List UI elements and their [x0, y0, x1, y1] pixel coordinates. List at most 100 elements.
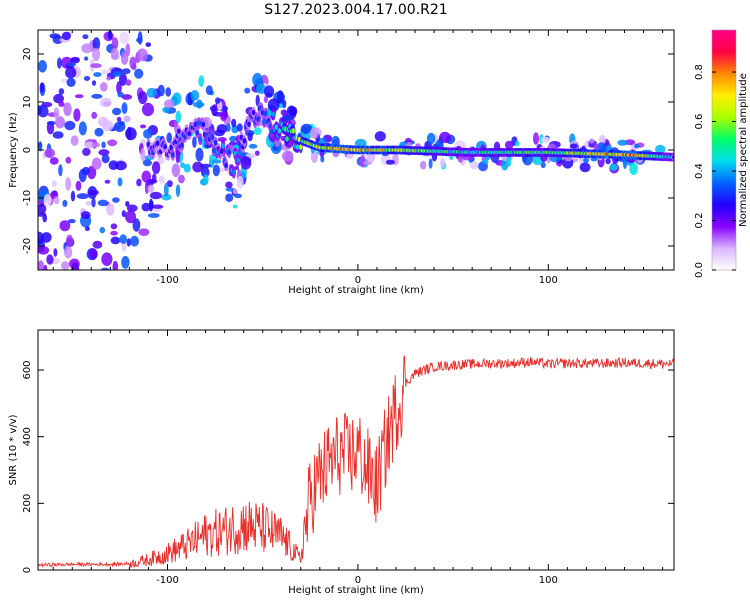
heatmap-cell	[58, 88, 65, 95]
heatmap-cell	[584, 140, 589, 149]
heatmap-cell	[212, 164, 220, 177]
heatmap-cell	[110, 223, 118, 230]
heatmap-cell	[38, 141, 43, 152]
y-tick-label: -20	[22, 238, 33, 254]
y-tick-label: 10	[22, 96, 33, 109]
spectrogram-y-axis-label: Frequency (Hz)	[8, 112, 19, 188]
snr-x-axis-label: Height of straight line (km)	[288, 585, 424, 596]
heatmap-cell	[225, 181, 233, 189]
heatmap-cell	[142, 159, 152, 167]
heatmap-cell	[195, 147, 204, 162]
heatmap-cell	[201, 121, 206, 128]
heatmap-cell	[504, 140, 514, 150]
heatmap-cell	[52, 131, 64, 139]
heatmap-cell	[203, 174, 209, 185]
heatmap-cell	[276, 90, 284, 104]
heatmap-cell	[38, 105, 49, 118]
heatmap-cell	[236, 175, 244, 189]
heatmap-cell	[112, 71, 122, 77]
heatmap-cell	[253, 127, 262, 136]
heatmap-cell	[177, 128, 181, 134]
heatmap-cell	[240, 156, 252, 170]
heatmap-cell	[112, 260, 119, 270]
heatmap-cell	[155, 140, 160, 146]
heatmap-cell	[121, 94, 133, 100]
heatmap-cell	[44, 148, 56, 159]
heatmap-cell	[540, 136, 551, 144]
heatmap-cell	[41, 232, 52, 243]
heatmap-cell	[514, 140, 520, 147]
heatmap-cell	[248, 143, 258, 149]
heatmap-cell	[147, 213, 160, 218]
colorbar-gradient	[711, 29, 737, 271]
heatmap-cell	[247, 121, 251, 127]
heatmap-cell	[144, 181, 149, 194]
heatmap-cell	[117, 177, 123, 187]
heatmap-cell	[629, 162, 638, 176]
heatmap-cell	[39, 82, 45, 93]
heatmap-cell	[89, 248, 97, 259]
heatmap-cell	[61, 31, 71, 41]
snr-line	[38, 355, 674, 568]
heatmap-cell	[180, 142, 184, 148]
heatmap-cell	[117, 92, 124, 98]
heatmap-cell	[91, 93, 103, 99]
heatmap-cell	[158, 175, 165, 184]
heatmap-cell	[201, 166, 210, 178]
heatmap-cell	[99, 226, 106, 234]
heatmap-cell	[74, 94, 84, 99]
heatmap-cell	[229, 135, 238, 142]
heatmap-cell	[300, 123, 313, 134]
heatmap-cell	[66, 234, 73, 247]
heatmap-cell	[119, 234, 127, 245]
heatmap-cell	[589, 138, 595, 144]
heatmap-cell	[99, 97, 112, 108]
heatmap-cell	[59, 220, 71, 232]
heatmap-cell	[129, 56, 137, 70]
heatmap-cell	[533, 132, 539, 145]
heatmap-cell	[101, 252, 113, 266]
heatmap-cell	[46, 121, 56, 125]
heatmap-cell	[84, 226, 90, 231]
heatmap-cells	[38, 30, 674, 270]
heatmap-cell	[151, 161, 161, 175]
heatmap-cell	[221, 143, 225, 149]
heatmap-cell	[121, 210, 126, 218]
x-tick-label: 100	[539, 575, 558, 586]
heatmap-cell	[385, 159, 395, 165]
heatmap-cell	[238, 150, 242, 156]
heatmap-cell	[80, 211, 91, 220]
heatmap-cell	[46, 254, 54, 265]
heatmap-cell	[82, 147, 91, 156]
heatmap-cell	[285, 136, 289, 142]
heatmap-cell	[148, 198, 154, 212]
heatmap-cell	[136, 37, 143, 43]
heatmap-cell	[609, 163, 618, 171]
heatmap-cell	[224, 162, 228, 168]
heatmap-cell	[374, 131, 386, 142]
heatmap-cell	[232, 204, 238, 209]
heatmap-cell	[234, 193, 242, 199]
x-tick-label: 0	[355, 575, 361, 586]
heatmap-cell	[175, 184, 181, 197]
heatmap-cell	[121, 68, 131, 75]
heatmap-cell	[270, 128, 274, 135]
heatmap-cell	[106, 76, 111, 81]
heatmap-cell	[217, 137, 227, 142]
heatmap-cell	[165, 87, 172, 97]
heatmap-cell	[232, 169, 236, 176]
heatmap-cell	[288, 106, 298, 117]
heatmap-cell	[49, 33, 61, 39]
x-tick-label: 100	[539, 275, 558, 286]
heatmap-cell	[147, 184, 155, 193]
heatmap-cell	[198, 136, 202, 142]
heatmap-cell	[91, 197, 96, 208]
heatmap-cell	[231, 118, 237, 128]
heatmap-cell	[205, 85, 213, 95]
heatmap-cell	[151, 173, 157, 183]
heatmap-cell	[262, 119, 267, 125]
heatmap-cell	[583, 157, 589, 164]
heatmap-cell	[65, 156, 72, 164]
heatmap-cell	[256, 83, 266, 94]
heatmap-cell	[216, 124, 228, 134]
